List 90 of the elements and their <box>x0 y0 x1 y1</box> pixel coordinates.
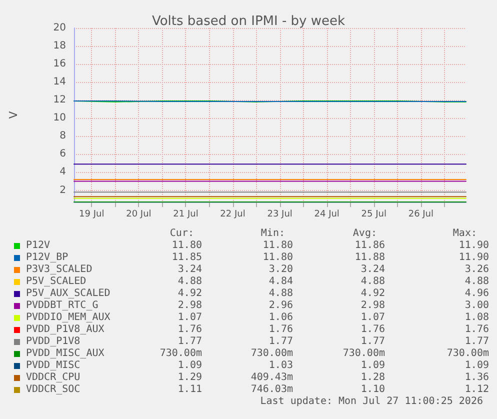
text: 4.92 <box>178 288 202 300</box>
text: 3.24 <box>360 264 385 276</box>
y-tick-label: 4 <box>60 166 66 178</box>
text: 1.76 <box>360 324 385 336</box>
text: 730.00m <box>446 348 489 360</box>
y-tick-label: 14 <box>53 76 66 88</box>
text: 4.84 <box>268 276 293 288</box>
text: 1.07 <box>178 312 202 324</box>
x-tick-label: 19 Jul <box>79 210 104 220</box>
text: 1.77 <box>178 336 202 348</box>
text: Min: <box>260 228 285 240</box>
y-tick-label: 6 <box>60 148 66 160</box>
legend-label: VDDCR_SOC <box>26 384 80 396</box>
text: 1.76 <box>268 324 293 336</box>
x-tick-label: 21 Jul <box>173 210 198 220</box>
text: 2.98 <box>360 300 385 312</box>
text: 4.88 <box>464 276 489 288</box>
text: 11.80 <box>172 240 202 252</box>
legend-label: PVDDBT_RTC_G <box>26 300 98 312</box>
text: 1.08 <box>464 312 489 324</box>
y-tick-label: 2 <box>60 184 66 196</box>
text: 11.85 <box>172 252 202 264</box>
text: 3.20 <box>268 264 293 276</box>
text: 3.26 <box>464 264 489 276</box>
text: 4.92 <box>360 288 385 300</box>
text: 11.88 <box>354 252 385 264</box>
text: 1.76 <box>178 324 202 336</box>
legend-label: P12V_BP <box>26 252 68 264</box>
x-tick-label: 20 Jul <box>126 210 152 220</box>
x-tick-label: 26 Jul <box>408 210 434 220</box>
text: 1.07 <box>360 312 385 324</box>
y-tick-label: 16 <box>53 58 66 70</box>
text: 1.11 <box>178 384 202 396</box>
text: 11.80 <box>262 252 293 264</box>
text: 1.77 <box>464 336 489 348</box>
text: 1.77 <box>360 336 385 348</box>
text: 730.00m <box>160 348 202 360</box>
text: 1.03 <box>268 360 293 372</box>
text: 730.00m <box>342 348 385 360</box>
text: Last update: Mon Jul 27 11:00:25 2026 <box>260 396 483 408</box>
text: 3.24 <box>178 264 202 276</box>
legend-label: PVDDIO_MEM_AUX <box>26 312 110 324</box>
y-tick-label: 8 <box>60 130 66 142</box>
legend-label: P3V3_SCALED <box>26 264 92 276</box>
x-tick-label: 22 Jul <box>220 210 246 220</box>
x-tick-label: 24 Jul <box>314 210 340 220</box>
text: 1.09 <box>178 360 202 372</box>
text: 2.98 <box>178 300 202 312</box>
legend-label: PVDD_P1V8 <box>26 336 80 348</box>
text: 1.29 <box>178 372 202 384</box>
text: 1.76 <box>464 324 489 336</box>
y-tick-label: 10 <box>53 112 66 124</box>
text: 1.10 <box>360 384 385 396</box>
y-tick-label: 20 <box>53 22 66 34</box>
x-tick-label: 23 Jul <box>267 210 292 220</box>
text: 2.96 <box>268 300 293 312</box>
text: 4.96 <box>464 288 489 300</box>
text: 1.77 <box>268 336 293 348</box>
y-tick-label: 12 <box>53 94 66 106</box>
text: 730.00m <box>250 348 293 360</box>
text: Max: <box>452 228 477 240</box>
text: 11.90 <box>458 240 489 252</box>
text: 1.36 <box>464 372 489 384</box>
text: 1.09 <box>464 360 489 372</box>
text: 409.43m <box>250 372 293 384</box>
legend-label: P12V <box>26 240 50 252</box>
text: 1.09 <box>360 360 385 372</box>
text: Avg: <box>352 228 377 240</box>
text: 746.03m <box>250 384 293 396</box>
legend-label: PVDD_MISC_AUX <box>26 348 104 360</box>
legend-label: P5V_SCALED <box>26 276 86 288</box>
text: 4.88 <box>360 276 385 288</box>
legend-label: PVDD_MISC <box>26 360 80 372</box>
text: 11.90 <box>458 252 489 264</box>
legend-label: P5V_AUX_SCALED <box>26 288 110 300</box>
text: 4.88 <box>268 288 293 300</box>
text: 3.00 <box>464 300 489 312</box>
y-tick-label: 18 <box>53 40 66 52</box>
text: 1.12 <box>464 384 489 396</box>
text: 11.86 <box>354 240 385 252</box>
text: Cur: <box>170 228 194 240</box>
legend-label: PVDD_P1V8_AUX <box>26 324 104 336</box>
x-tick-label: 25 Jul <box>361 210 386 220</box>
text: 11.80 <box>262 240 293 252</box>
text: 1.28 <box>360 372 385 384</box>
text: 4.88 <box>178 276 202 288</box>
text: 1.06 <box>268 312 293 324</box>
chart-title: Volts based on IPMI - by week <box>152 14 346 29</box>
legend-label: VDDCR_CPU <box>26 372 80 384</box>
y-axis-title: V <box>7 110 20 119</box>
